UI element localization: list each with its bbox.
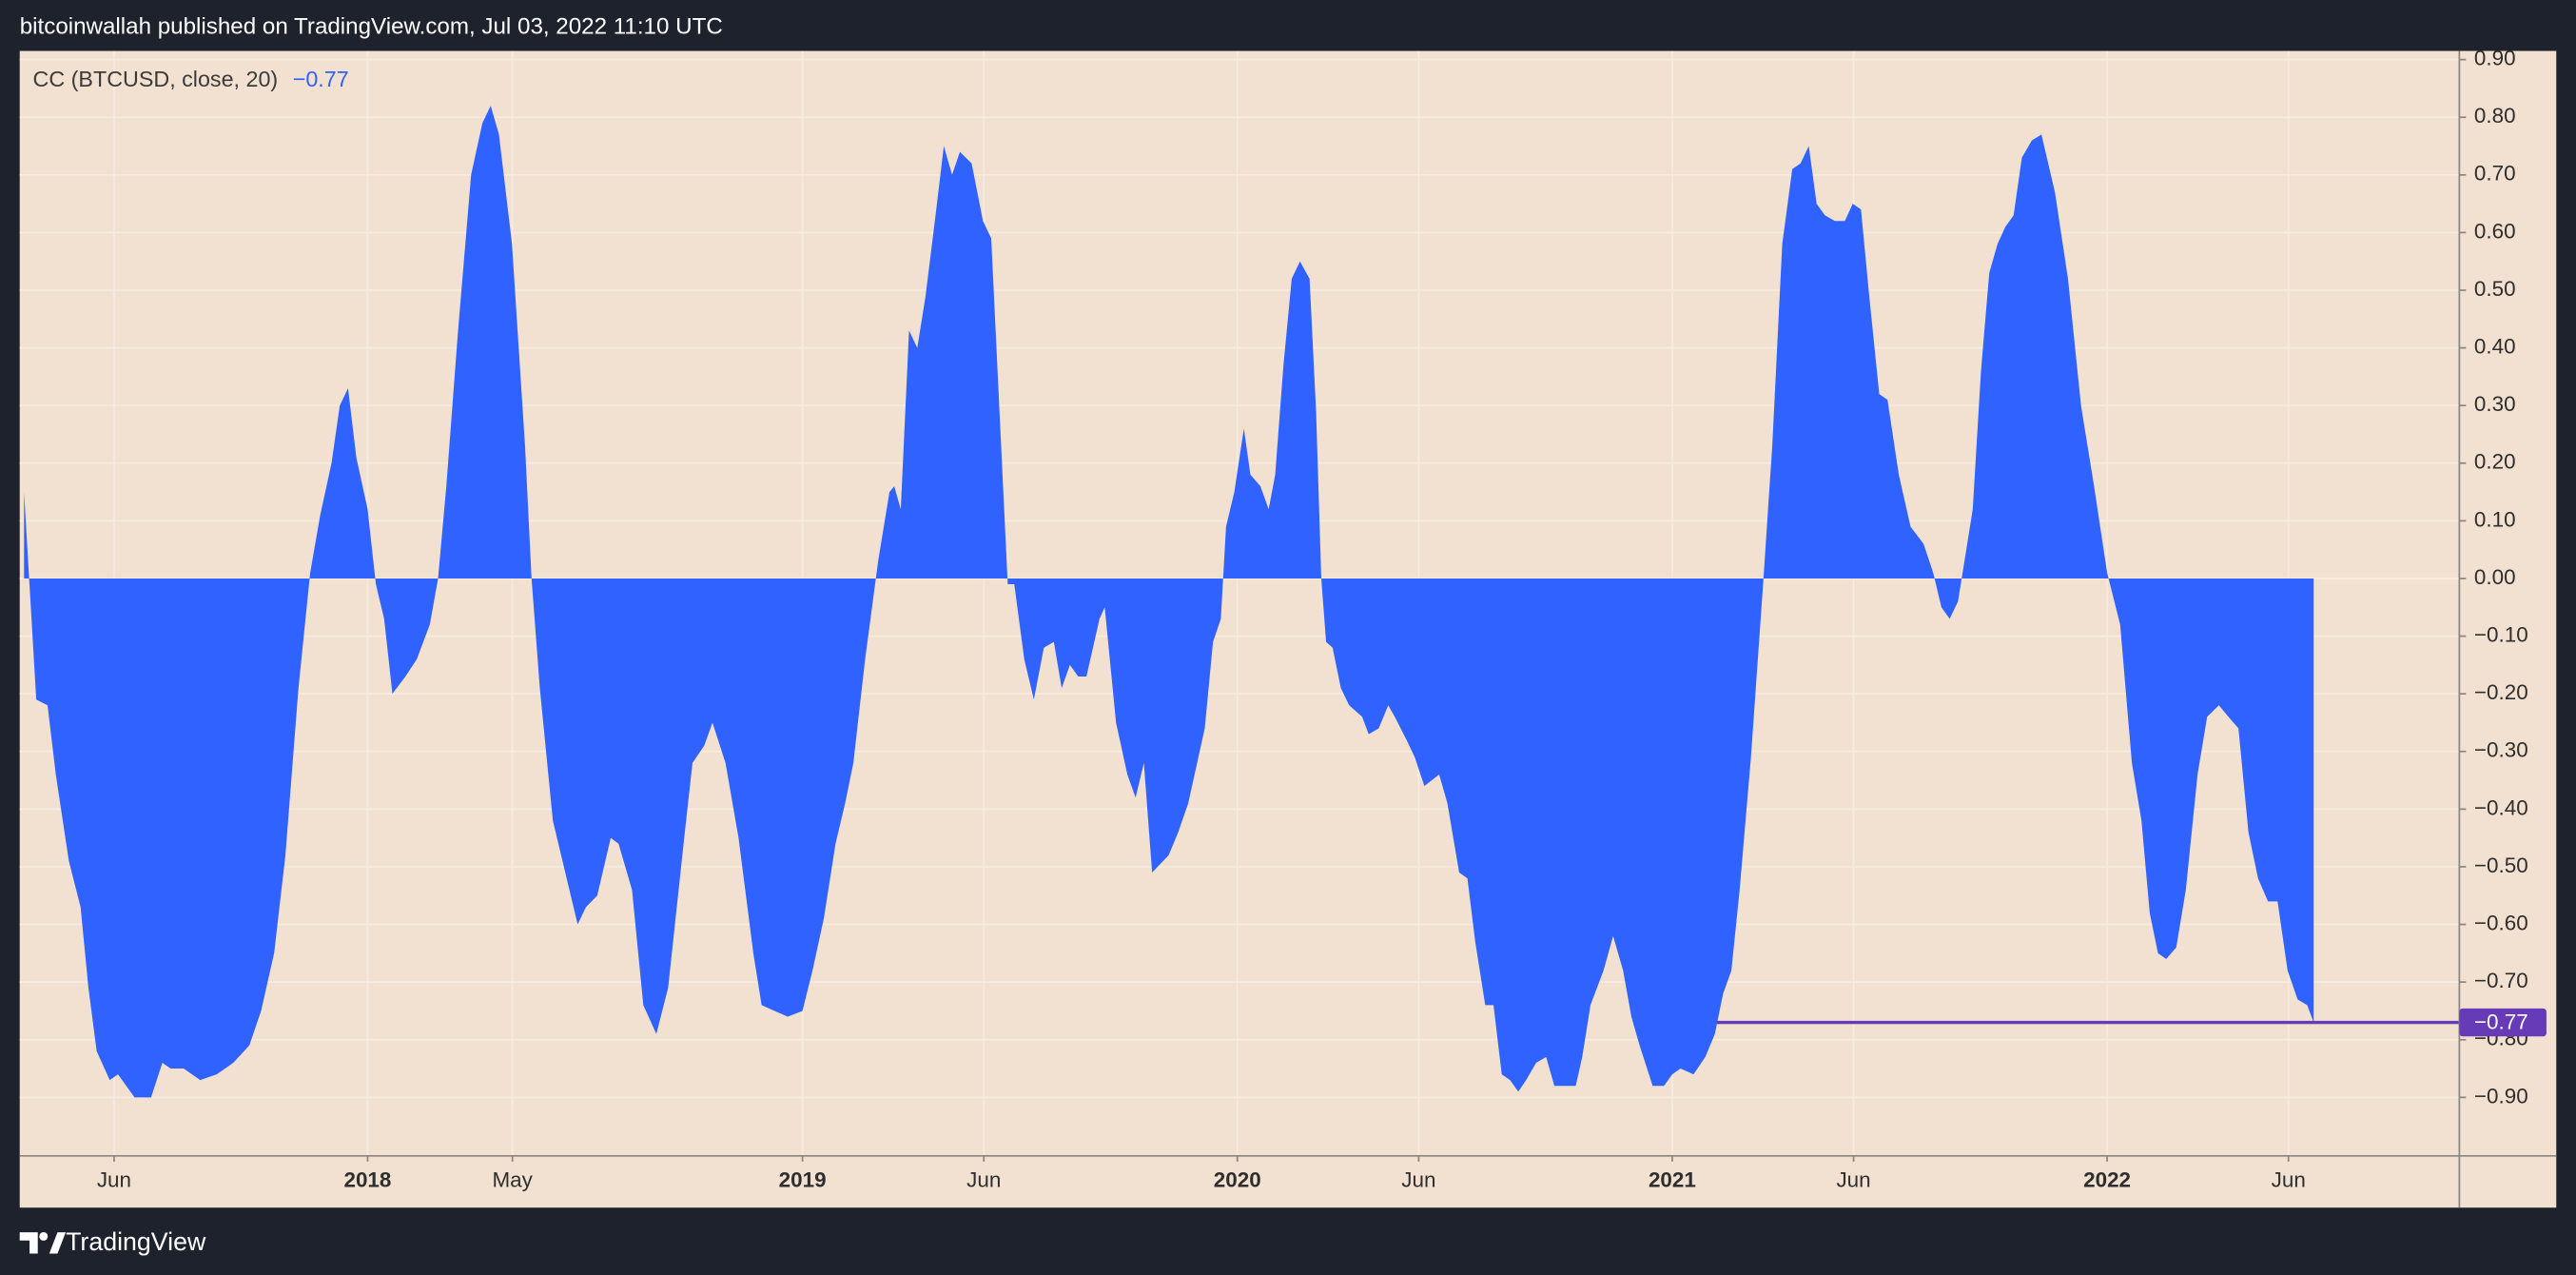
y-tick-label: 0.20 (2474, 450, 2516, 474)
brand-logo (19, 1231, 67, 1254)
price-tag (2459, 1008, 2547, 1037)
y-tick-label: −0.30 (2474, 738, 2528, 762)
x-tick-label: Jun (97, 1167, 131, 1191)
y-tick-label: −0.70 (2474, 969, 2528, 992)
x-tick-label: 2018 (343, 1167, 391, 1191)
header-text: bitcoinwallah published on TradingView.c… (20, 14, 723, 40)
x-tick-label: 2020 (1214, 1167, 1261, 1191)
x-tick-label: May (492, 1167, 533, 1191)
x-tick-label: Jun (2272, 1167, 2306, 1191)
x-tick-label: 2019 (779, 1167, 827, 1191)
axes: 0.90 0.80 0.70 0.60 0.50 0.40 0.30 0.20 0.10 0.00… (97, 47, 2547, 1191)
y-tick-label: −0.60 (2474, 911, 2528, 934)
x-tick-label: 2022 (2083, 1167, 2131, 1191)
y-tick-label: −0.50 (2474, 853, 2528, 877)
x-tick-label: 2021 (1649, 1167, 1696, 1191)
x-tick-label: Jun (1401, 1167, 1435, 1191)
y-tick-label: 0.80 (2474, 104, 2516, 128)
y-tick-label: 0.30 (2474, 392, 2516, 416)
y-tick-label: 0.50 (2474, 277, 2516, 301)
y-tick-label: 0.70 (2474, 162, 2516, 186)
y-tick-label: 0.60 (2474, 219, 2516, 243)
y-tick-label: −0.20 (2474, 680, 2528, 704)
marks (24, 106, 2460, 1098)
x-tick-label: Jun (966, 1167, 1001, 1191)
brand-text: TradingView (66, 1227, 206, 1256)
y-tick-label: 0.00 (2474, 565, 2516, 589)
area (24, 106, 2314, 1098)
legend-name: CC (BTCUSD, close, 20) (33, 67, 279, 91)
y-tick-label: −0.40 (2474, 795, 2528, 819)
legend-value: −0.77 (293, 67, 349, 91)
y-tick-label: 0.10 (2474, 507, 2516, 531)
y-tick-label: −0.90 (2474, 1084, 2528, 1108)
price-tag-label: −0.77 (2474, 1010, 2528, 1033)
y-tick-label: 0.90 (2474, 47, 2516, 70)
y-tick-label: −0.10 (2474, 623, 2528, 647)
x-tick-label: Jun (1836, 1167, 1870, 1191)
y-tick-label: 0.40 (2474, 335, 2516, 359)
